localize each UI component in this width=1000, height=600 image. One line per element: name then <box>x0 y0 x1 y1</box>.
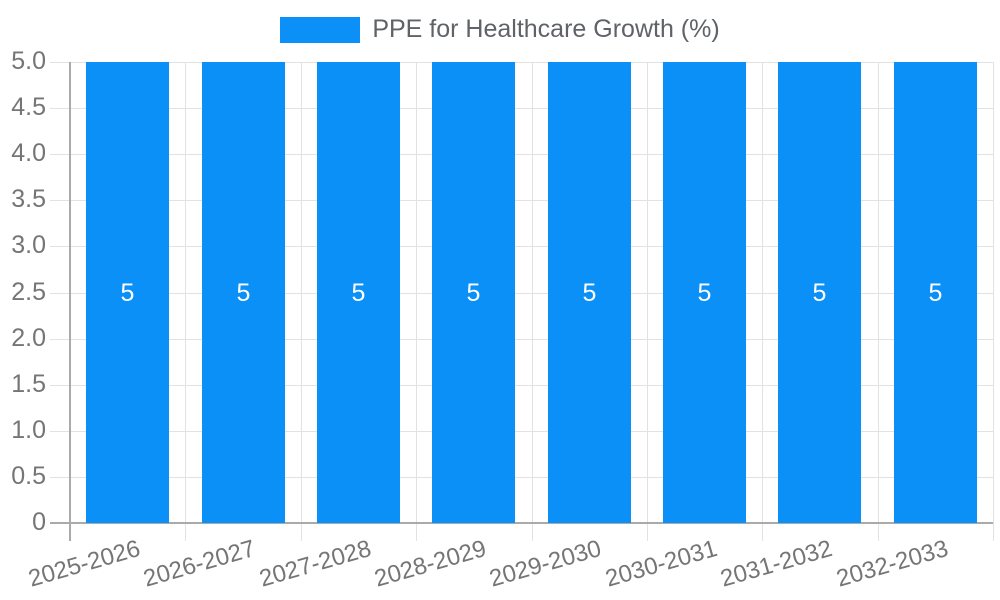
x-tick-label: 2032-2033 <box>832 535 951 593</box>
x-tick-label: 2025-2026 <box>25 535 144 593</box>
bar: 5 <box>86 62 169 523</box>
y-gridline <box>50 431 993 432</box>
y-tick-label: 1.5 <box>11 370 46 398</box>
x-tick-label: 2029-2030 <box>486 535 605 593</box>
bar-value-label: 5 <box>812 278 827 307</box>
bar-value-label: 5 <box>120 278 135 307</box>
y-tick-label: 4.0 <box>11 139 46 167</box>
legend-item[interactable]: PPE for Healthcare Growth (%) <box>0 15 1000 44</box>
bar: 5 <box>202 62 285 523</box>
bar-value-label: 5 <box>236 278 251 307</box>
y-tick-label: 2.0 <box>11 324 46 352</box>
x-tick-label: 2027-2028 <box>256 535 374 593</box>
y-tick-label: 4.5 <box>11 93 46 121</box>
bar: 5 <box>894 62 977 523</box>
x-gridline <box>185 62 186 541</box>
y-gridline <box>50 62 993 63</box>
bar: 5 <box>432 62 515 523</box>
y-gridline <box>50 246 993 247</box>
plot-area: 5.0 4.5 4.0 3.5 3.0 2.5 2.0 1.5 1.0 0.5 0 5 5 5 5 5 5 5 5 2… <box>11 47 994 593</box>
bar: 5 <box>663 62 746 523</box>
x-tick-label: 2030-2031 <box>602 535 721 593</box>
y-gridline <box>50 200 993 201</box>
x-gridline <box>878 62 879 541</box>
y-tick-label: 2.5 <box>11 278 46 306</box>
x-gridline <box>416 62 417 541</box>
y-tick-label: 3.5 <box>11 185 46 213</box>
legend-swatch <box>280 16 361 43</box>
x-tick-label: 2026-2027 <box>140 535 259 593</box>
y-gridline <box>50 339 993 340</box>
y-axis-line <box>69 62 71 541</box>
bar: 5 <box>548 62 631 523</box>
bar-value-label: 5 <box>928 278 943 307</box>
x-gridline <box>762 62 763 541</box>
x-gridline <box>301 62 302 541</box>
y-gridline <box>50 477 993 478</box>
y-tick-label: 3.0 <box>11 231 46 259</box>
y-tick-label: 1.0 <box>11 416 46 444</box>
x-gridline <box>993 62 994 541</box>
y-tick-label: 5.0 <box>11 47 46 75</box>
y-tick-label: 0.5 <box>11 462 46 490</box>
y-gridline <box>50 154 993 155</box>
x-tick-label: 2028-2029 <box>371 535 490 593</box>
y-tick-label: 0 <box>32 508 46 536</box>
bar-value-label: 5 <box>582 278 597 307</box>
y-gridline <box>50 293 993 294</box>
legend-label: PPE for Healthcare Growth (%) <box>372 15 720 43</box>
bar-value-label: 5 <box>466 278 481 307</box>
y-gridline <box>50 108 993 109</box>
x-gridline <box>532 62 533 541</box>
bar: 5 <box>317 62 400 523</box>
bar-value-label: 5 <box>697 278 712 307</box>
bar-value-label: 5 <box>351 278 366 307</box>
bar: 5 <box>778 62 861 523</box>
x-gridline <box>647 62 648 541</box>
x-tick-label: 2031-2032 <box>717 535 836 593</box>
x-axis-line <box>50 522 993 524</box>
y-gridline <box>50 385 993 386</box>
